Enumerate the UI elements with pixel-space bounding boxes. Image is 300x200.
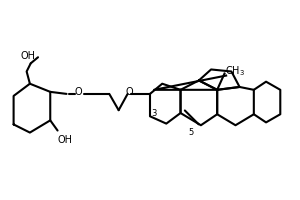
Text: OH: OH [58, 135, 73, 145]
Text: OH: OH [20, 51, 35, 61]
Text: O: O [74, 87, 82, 97]
Text: 5: 5 [188, 128, 193, 137]
Text: CH$_3$: CH$_3$ [225, 65, 245, 78]
Text: 3: 3 [151, 109, 156, 118]
Text: O: O [125, 87, 133, 97]
